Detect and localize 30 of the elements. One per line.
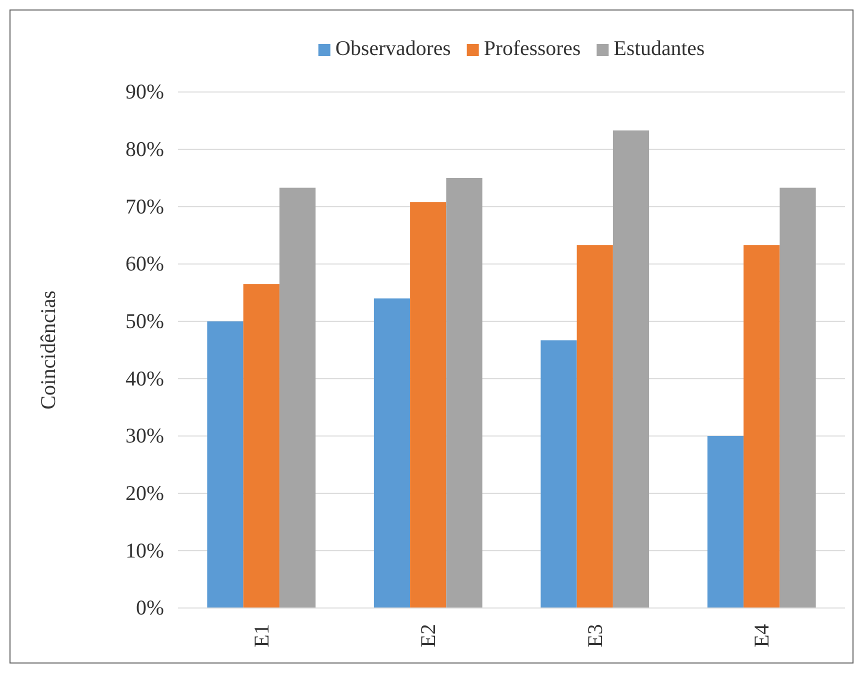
bar	[780, 188, 816, 608]
bar	[707, 436, 744, 608]
bar	[612, 130, 650, 608]
y-tick-label: 40%	[126, 366, 164, 390]
y-tick-label: 70%	[126, 194, 164, 218]
x-tick-label: E2	[416, 624, 440, 648]
bar	[207, 321, 244, 608]
y-tick-label: 60%	[126, 252, 164, 276]
y-tick-label: 20%	[126, 481, 164, 506]
x-tick-label: E1	[249, 624, 274, 648]
bar	[540, 340, 577, 608]
legend-label: Professores	[484, 36, 581, 60]
bar	[576, 245, 613, 608]
y-tick-label: 50%	[126, 309, 164, 334]
x-tick-label: E3	[582, 624, 607, 648]
bar	[279, 188, 316, 608]
bar	[446, 178, 482, 608]
y-tick-label: 0%	[136, 596, 164, 620]
y-tick-label: 30%	[126, 424, 164, 448]
bar	[410, 202, 446, 608]
bar	[744, 245, 780, 608]
y-tick-label: 80%	[126, 137, 164, 162]
legend-label: Observadores	[335, 36, 451, 60]
x-tick-label: E4	[750, 624, 774, 648]
y-axis-title: Coincidências	[36, 290, 60, 410]
bar	[243, 284, 280, 608]
y-tick-label: 90%	[126, 80, 164, 104]
y-tick-label: 10%	[126, 538, 164, 562]
bar	[374, 298, 410, 608]
legend-label: Estudantes	[614, 36, 705, 60]
